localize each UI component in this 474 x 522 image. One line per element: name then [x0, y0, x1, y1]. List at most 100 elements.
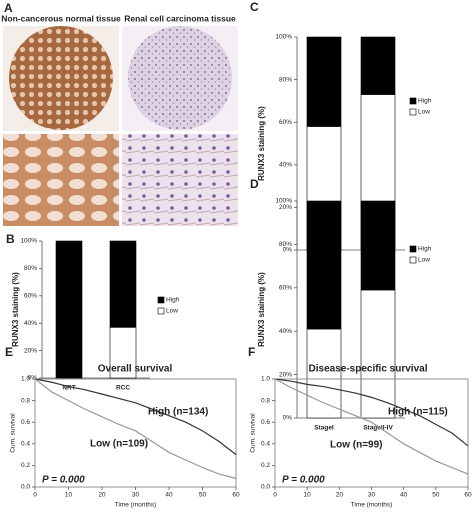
panel-label: A — [4, 1, 13, 15]
legend-swatch — [157, 296, 165, 304]
y-tick-label: 1.0 — [261, 376, 270, 383]
bar-segment — [55, 240, 83, 379]
bar-segment — [306, 36, 342, 127]
x-tick-label: 50 — [199, 492, 207, 499]
legend-swatch — [409, 97, 417, 105]
y-tick-label: 0.2 — [21, 462, 30, 469]
y-tick-label: 0.4 — [21, 441, 30, 448]
tissue-image — [3, 134, 119, 226]
y-tick-label: 1.0 — [21, 376, 30, 383]
y-tick-label: 60% — [24, 293, 37, 300]
chart-title: Disease-specific survival — [309, 364, 428, 375]
bar-segment — [360, 289, 396, 419]
bar-segment — [306, 200, 342, 330]
annotation: P = 0.000 — [282, 475, 325, 486]
legend-label: Low — [418, 257, 430, 264]
y-tick-label: 40% — [279, 162, 292, 169]
y-tick-label: 20% — [279, 371, 292, 378]
x-tick-label: RCC — [116, 385, 130, 392]
y-tick-label: 100% — [20, 238, 37, 245]
panel-label: B — [6, 232, 15, 246]
y-tick-label: 60% — [279, 285, 292, 292]
x-tick-label: 60 — [232, 492, 240, 499]
survival-curve — [274, 378, 469, 447]
x-axis-title: Time (months) — [115, 502, 157, 509]
x-tick-label: 20 — [98, 492, 106, 499]
y-tick-label: 0.8 — [21, 397, 30, 404]
y-tick-label: 0% — [28, 375, 38, 382]
x-axis-title: Time (months) — [351, 502, 393, 509]
y-tick-label: 0.4 — [261, 441, 270, 448]
y-tick-label: 100% — [275, 34, 292, 41]
x-tick-label: 0 — [33, 492, 37, 499]
panel-label: D — [250, 177, 259, 191]
y-tick-label: 0.6 — [21, 419, 30, 426]
annotation: Low (n=109) — [90, 439, 148, 450]
legend-label: High — [166, 297, 180, 304]
tissue-core — [9, 26, 113, 130]
y-tick-label: 20% — [24, 347, 37, 354]
y-tick-label: 80% — [279, 241, 292, 248]
y-tick-label: 40% — [24, 320, 37, 327]
bar-segment — [360, 36, 396, 95]
x-tick-label: 10 — [304, 492, 312, 499]
y-tick-label: 100% — [275, 198, 292, 205]
y-tick-label: 20% — [279, 204, 292, 211]
x-tick-label: 30 — [368, 492, 376, 499]
annotation: Low (n=99) — [330, 440, 383, 451]
x-tick-label: 40 — [400, 492, 408, 499]
y-tick-label: 0% — [283, 415, 293, 422]
y-tick-label: 0.0 — [261, 484, 270, 491]
tissue-image — [122, 134, 238, 226]
x-tick-label: 20 — [336, 492, 344, 499]
annotation: High (n=115) — [388, 407, 448, 418]
legend-swatch — [409, 108, 417, 116]
y-tick-label: 80% — [279, 76, 292, 83]
y-tick-label: 60% — [279, 119, 292, 126]
legend-swatch — [157, 307, 165, 315]
image-title: Non-cancerous normal tissue — [1, 13, 121, 23]
legend-label: High — [418, 98, 432, 105]
panel-label: C — [250, 0, 259, 14]
x-tick-label: StageII-IV — [363, 425, 393, 432]
x-tick-label: 50 — [432, 492, 440, 499]
y-axis-title: Cum. survival — [10, 413, 17, 453]
x-tick-label: StageI — [314, 425, 334, 432]
bar-segment — [109, 240, 137, 328]
panel-label: F — [248, 345, 255, 359]
y-axis-title: RUNX3 staining (%) — [11, 272, 20, 347]
y-tick-label: 0.8 — [261, 397, 270, 404]
y-tick-label: 40% — [279, 328, 292, 335]
y-axis-title: RUNX3 staining (%) — [257, 272, 266, 347]
x-tick-label: 60 — [464, 492, 472, 499]
legend-label: Low — [166, 308, 178, 315]
image-title: Renal cell carcinoma tissue — [124, 13, 236, 23]
annotation: High (n=134) — [148, 407, 208, 418]
x-tick-label: NRT — [62, 385, 75, 392]
tissue-core — [128, 26, 232, 130]
x-tick-label: 10 — [65, 492, 73, 499]
legend-label: High — [418, 246, 432, 253]
y-axis-title: Cum. survival — [250, 413, 257, 453]
chart-title: Overall survival — [98, 364, 173, 375]
x-tick-label: 30 — [132, 492, 140, 499]
x-tick-label: 0 — [273, 492, 277, 499]
y-tick-label: 0% — [283, 247, 293, 254]
legend-label: Low — [418, 109, 430, 116]
y-tick-label: 0.0 — [21, 484, 30, 491]
bar-segment — [109, 327, 137, 379]
survival-curve — [34, 378, 237, 456]
legend-swatch — [409, 256, 417, 264]
y-tick-label: 0.6 — [261, 419, 270, 426]
panel-label: E — [5, 345, 13, 359]
survival-curve — [34, 378, 237, 479]
y-tick-label: 0.2 — [261, 462, 270, 469]
x-tick-label: 40 — [165, 492, 173, 499]
annotation: P = 0.000 — [42, 475, 85, 486]
survival-curve — [274, 378, 469, 475]
y-axis-title: RUNX3 staining (%) — [257, 106, 266, 181]
bar-segment — [360, 200, 396, 291]
y-tick-label: 80% — [24, 265, 37, 272]
legend-swatch — [409, 245, 417, 253]
